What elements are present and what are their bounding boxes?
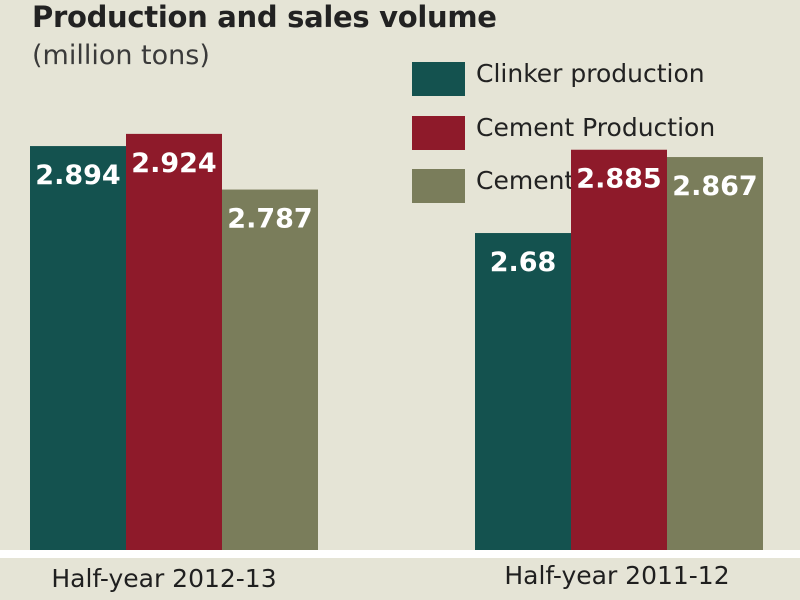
data-label-cement-despatches-2011-12: 2.867 — [672, 171, 757, 202]
bar-cement-production-2012-13 — [126, 133, 222, 550]
legend-label-clinker-production: Clinker production — [476, 59, 705, 88]
x-axis-baseline — [0, 550, 800, 558]
legend-label-cement-production: Cement Production — [476, 113, 716, 142]
bar-cement-despatches-2011-12 — [667, 157, 763, 550]
legend-swatch-cement-despatches — [412, 169, 465, 203]
legend-swatch-cement-production — [412, 116, 465, 150]
bar-cement-production-2011-12 — [571, 149, 667, 550]
bar-cement-despatches-2012-13 — [222, 189, 318, 550]
data-label-cement-despatches-2012-13: 2.787 — [227, 204, 312, 235]
data-label-clinker-production-2012-13: 2.894 — [35, 160, 120, 191]
data-label-cement-production-2011-12: 2.885 — [576, 164, 661, 195]
data-label-cement-production-2012-13: 2.924 — [131, 148, 216, 179]
chart-subtitle: (million tons) — [32, 40, 210, 71]
chart-title: Production and sales volume — [32, 0, 497, 34]
category-label-2012-13: Half-year 2012-13 — [51, 564, 277, 593]
data-label-clinker-production-2011-12: 2.68 — [490, 247, 557, 278]
bar-clinker-production-2011-12 — [475, 233, 571, 550]
legend-swatch-clinker-production — [412, 62, 465, 96]
category-label-2011-12: Half-year 2011-12 — [504, 561, 730, 590]
bar-clinker-production-2012-13 — [30, 146, 126, 551]
